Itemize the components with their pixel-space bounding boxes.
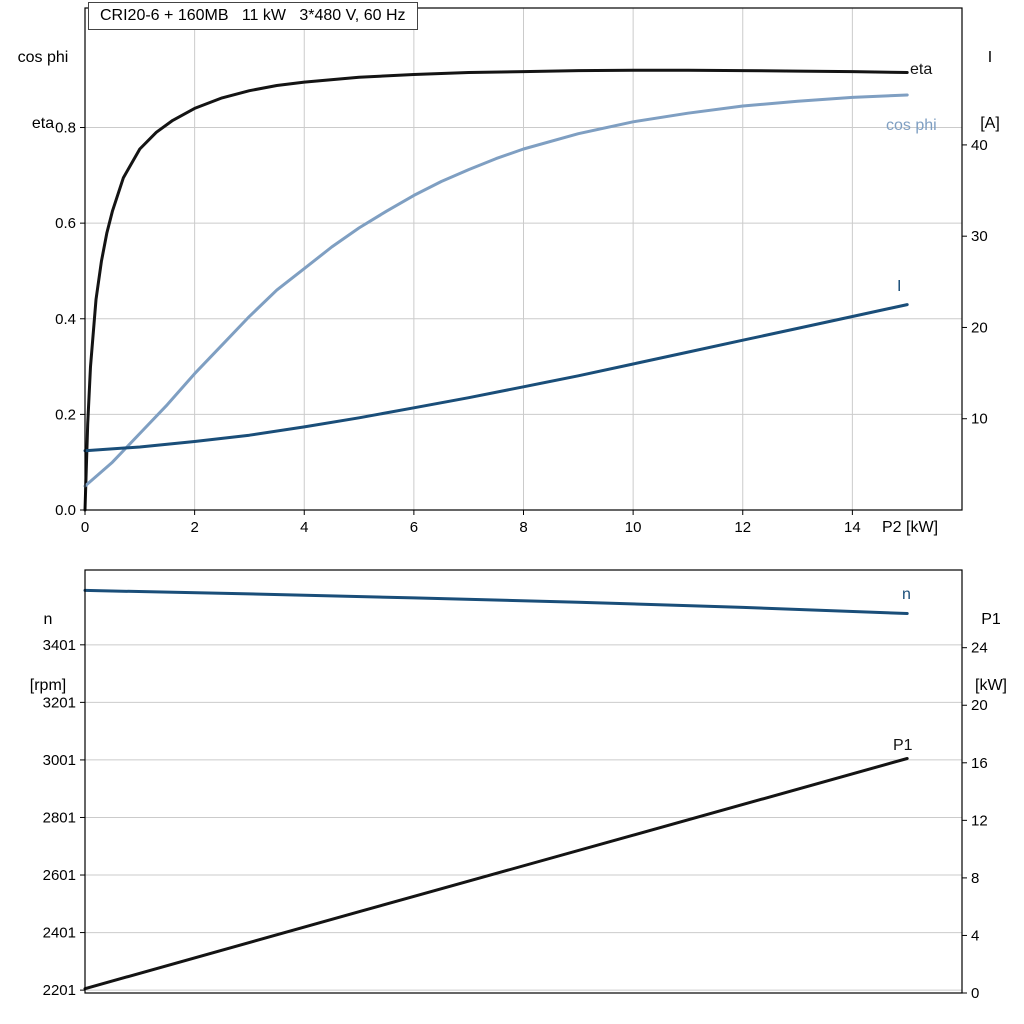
tick-label-left: 2201 <box>43 982 76 999</box>
left-axis-title-line2: eta <box>31 115 55 132</box>
curve-p1 <box>83 757 909 991</box>
tick-label-bottom: 10 <box>625 519 642 536</box>
tick-label-bottom: 12 <box>734 519 751 536</box>
tick-label-right: 30 <box>971 228 988 245</box>
curve-i <box>83 303 909 453</box>
left-axis-title-line1: n <box>43 611 53 628</box>
curve-cos-phi <box>83 93 909 488</box>
curve-label-p1: P1 <box>893 737 913 754</box>
tick-label-right: 20 <box>971 697 988 714</box>
chart-speed-and-power: n P1 2201 2401 2601 2801 3001 3201 3401 0 4 8 12 16 20… <box>43 569 988 1002</box>
chart-motor-performance: eta cos phi I 0.0 0.2 0.4 0.6 0.8 10 20 30 40 0 2 4 6 8 1… <box>55 7 988 536</box>
top-left-axis-title: cos phi eta <box>2 3 84 179</box>
right-axis-title-line1: I <box>987 49 993 66</box>
right-axis-title-line2: [A] <box>980 115 1000 132</box>
tick-label-left: 3201 <box>43 694 76 711</box>
curve-label-cos-phi: cos phi <box>886 117 937 134</box>
plot-border <box>84 569 963 994</box>
tick-label-bottom: 0 <box>81 519 89 536</box>
tick-label-left: 3001 <box>43 752 76 769</box>
tick-label-bottom: 2 <box>190 519 198 536</box>
tick-label-left: 0.2 <box>55 406 76 423</box>
tick-label-right: 24 <box>971 640 988 657</box>
tick-label-left: 2801 <box>43 809 76 826</box>
tick-label-bottom: 6 <box>410 519 418 536</box>
tick-label-right: 40 <box>971 137 988 154</box>
curve-n <box>83 588 909 615</box>
tick-label-bottom: 4 <box>300 519 308 536</box>
bottom-right-axis-title: P1 [kW] <box>960 565 1022 741</box>
curve-label-i: I <box>897 278 901 295</box>
tick-label-left: 0.6 <box>55 215 76 232</box>
tick-label-left: 2601 <box>43 867 76 884</box>
bottom-left-axis-title: n [rpm] <box>8 565 88 741</box>
right-axis-title-line2: [kW] <box>975 677 1007 694</box>
tick-label-right: 12 <box>971 812 988 829</box>
tick-label-left: 2401 <box>43 925 76 942</box>
tick-label-bottom: 14 <box>844 519 861 536</box>
right-axis-title-line1: P1 <box>981 611 1001 628</box>
tick-label-bottom: 8 <box>519 519 527 536</box>
tick-label-right: 8 <box>971 870 979 887</box>
left-axis-title-line1: cos phi <box>17 49 69 66</box>
tick-label-left: 3401 <box>43 637 76 654</box>
curve-label-eta: eta <box>910 61 932 78</box>
curve-eta <box>83 68 909 512</box>
left-axis-title-line2: [rpm] <box>29 677 67 694</box>
tick-label-left: 0.0 <box>55 502 76 519</box>
tick-label-left: 0.8 <box>55 120 76 137</box>
chart-title: CRI20-6 + 160MB 11 kW 3*480 V, 60 Hz <box>88 2 418 30</box>
top-right-axis-title: I [A] <box>962 3 1018 179</box>
curve-label-n: n <box>902 586 911 603</box>
tick-label-right: 0 <box>971 985 979 1002</box>
tick-label-right: 20 <box>971 319 988 336</box>
x-axis-label: P2 [kW] <box>882 519 939 536</box>
tick-label-right: 10 <box>971 411 988 428</box>
tick-label-right: 16 <box>971 755 988 772</box>
tick-label-right: 4 <box>971 927 979 944</box>
tick-label-left: 0.4 <box>55 311 76 328</box>
